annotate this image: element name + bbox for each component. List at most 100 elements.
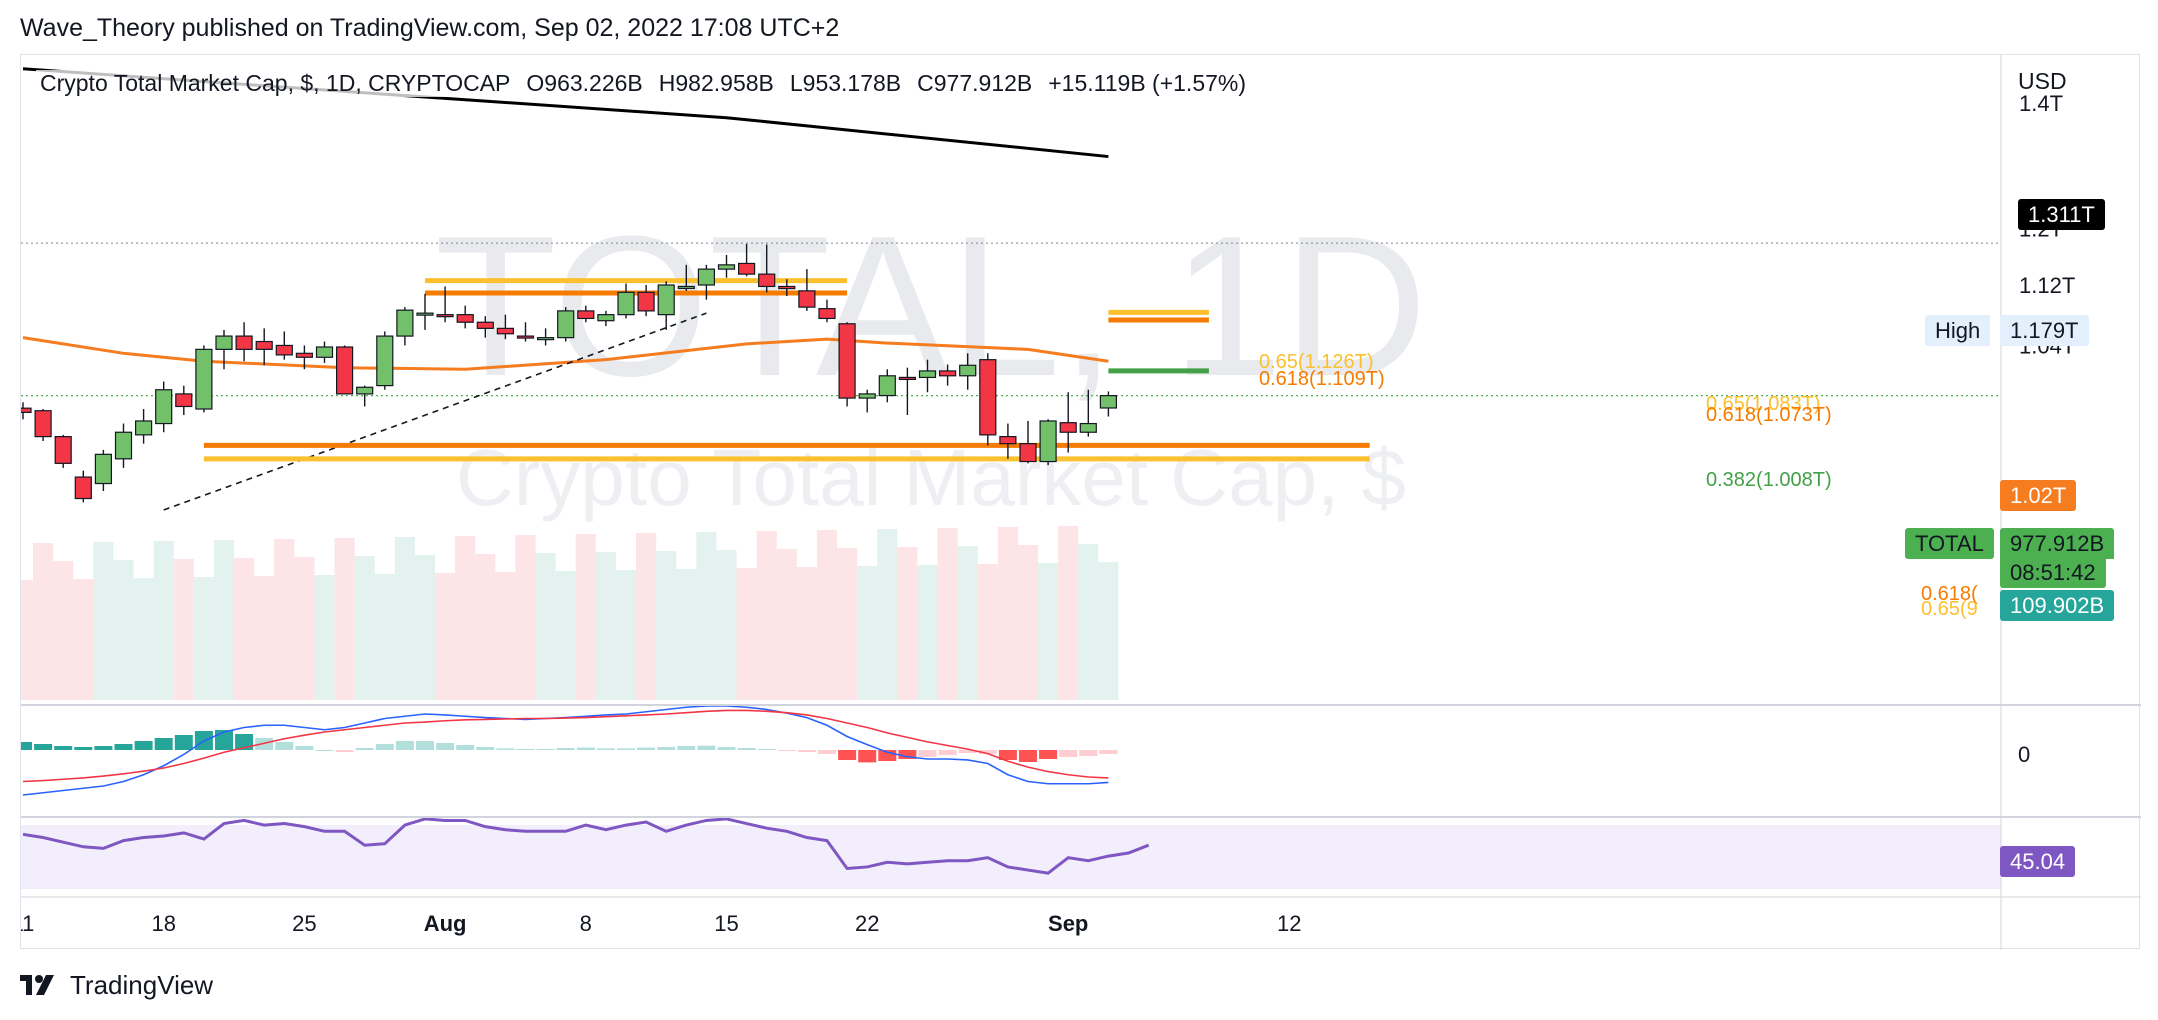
macd-histogram-bar — [737, 748, 756, 750]
candle-body — [94, 453, 113, 485]
macd-histogram-bar — [295, 746, 314, 750]
symbol-legend[interactable]: Crypto Total Market Cap, $, 1D, CRYPTOCA… — [36, 70, 1267, 97]
volume-bar — [414, 555, 436, 700]
macd-histogram-bar — [1039, 750, 1058, 759]
candles[interactable] — [21, 243, 1118, 503]
time-axis-label: 12 — [1277, 911, 1301, 936]
candle-body — [617, 291, 635, 316]
candle-body — [114, 431, 133, 460]
currency-label[interactable]: USD — [2018, 68, 2067, 94]
fib-labels: 0.65(1.126T)0.618(1.109T)0.65(1.083T)0.6… — [1259, 351, 1978, 620]
high-label-tag: High — [1925, 315, 1991, 346]
trendline — [163, 312, 707, 511]
rsi-pane — [21, 817, 2001, 889]
macd-histogram-bar — [1019, 750, 1037, 762]
macd-histogram-bar — [21, 742, 32, 750]
macd-histogram-bar — [958, 750, 977, 753]
volume-bar — [676, 569, 697, 700]
legend-title: Crypto Total Market Cap, $, 1D, CRYPTOCA… — [40, 70, 511, 96]
candle-body — [275, 344, 293, 356]
macd-histogram-bar — [1099, 750, 1118, 754]
volume-bar — [33, 543, 54, 700]
legend-open: O963.226B — [526, 70, 643, 96]
volume-bar — [1078, 544, 1099, 700]
legend-change: +15.119B (+1.57%) — [1048, 70, 1247, 96]
candle-body — [798, 290, 816, 308]
watermark-symbol: TOTAL, 1D — [435, 195, 1428, 418]
macd-histogram-bar — [918, 750, 937, 757]
candle-body — [657, 284, 675, 316]
volume-bar — [917, 565, 938, 700]
volume-bar — [455, 536, 476, 700]
macd-histogram-bar — [516, 749, 535, 750]
macd-histogram-bar — [54, 746, 73, 750]
volume-bar — [716, 550, 737, 700]
macd-histogram-bar — [355, 748, 374, 750]
fib-label: 0.618(1.109T) — [1259, 368, 1385, 390]
volume-bar — [696, 532, 717, 700]
time-axis-label: 15 — [714, 911, 738, 936]
candle-body — [858, 393, 876, 399]
volume-bar — [1017, 545, 1039, 700]
chart-frame[interactable]: TOTAL, 1D Crypto Total Market Cap, $ 1.4… — [20, 54, 2141, 950]
volume-bar — [213, 540, 235, 700]
time-axis-label: 11 — [21, 911, 34, 936]
candle-body — [476, 321, 494, 329]
volume-bar — [314, 575, 335, 700]
volume-bar — [535, 553, 556, 700]
tradingview-footer[interactable]: TradingView — [20, 970, 213, 1000]
macd-histogram-bar — [797, 750, 816, 752]
volume-bar — [153, 541, 174, 700]
candle-body — [1019, 443, 1037, 463]
last-symbol-tag: TOTAL — [1905, 528, 1994, 559]
volume-bar — [495, 572, 516, 700]
volume-bar — [53, 561, 74, 700]
macd-histogram-bar — [998, 750, 1017, 760]
time-axis[interactable]: 11 18 25 Aug 8 15 22 Sep 12 — [21, 911, 1302, 936]
macd-histogram-bar — [114, 744, 133, 750]
volume-bar — [294, 557, 315, 700]
volume-bar — [1098, 562, 1119, 700]
candle-body — [557, 310, 575, 339]
volume-bar — [374, 574, 395, 700]
volume-bar — [877, 529, 898, 700]
candle-body — [416, 312, 434, 316]
macd-zero-label: 0 — [2018, 742, 2031, 767]
macd-histogram-bar — [154, 738, 173, 750]
macd-histogram-bar — [1059, 750, 1078, 757]
chart-canvas[interactable]: TOTAL, 1D Crypto Total Market Cap, $ 1.4… — [21, 55, 2141, 950]
volume-bar — [636, 533, 657, 700]
fib-label: 0.65(1.083T) — [1706, 393, 1821, 415]
macd-signal-line — [22, 709, 1109, 783]
macd-histogram-bar — [134, 741, 153, 750]
macd-histogram-bar — [757, 749, 776, 750]
macd-histogram-bar — [375, 744, 394, 750]
volume-bar — [354, 556, 375, 700]
volume-bar — [73, 579, 94, 700]
volume-bar — [394, 537, 415, 700]
candle-body — [456, 314, 474, 323]
volume-bar — [897, 547, 918, 700]
ma50-price-tag: 1.02T — [2000, 480, 2077, 511]
legend-close: C977.912B — [917, 70, 1033, 96]
candle-body — [516, 335, 535, 339]
candle-body — [838, 323, 856, 399]
time-axis-label: Aug — [424, 911, 467, 936]
candle-body — [34, 410, 52, 438]
volume-bar — [796, 567, 817, 700]
candle-body — [818, 308, 836, 320]
macd-histogram-bar — [496, 748, 515, 750]
macd-histogram-bar — [596, 748, 615, 750]
candle-body — [496, 327, 514, 335]
macd-histogram-bar — [617, 748, 635, 750]
candle-body — [1059, 422, 1077, 433]
macd-histogram-bar — [657, 747, 676, 750]
volume-bar — [435, 573, 456, 700]
volume-bar — [1058, 526, 1079, 700]
volume-bar — [575, 534, 596, 700]
macd-histogram-bar — [556, 748, 575, 750]
volume-bar — [816, 530, 838, 700]
candle-body — [999, 436, 1017, 445]
time-axis-label: 18 — [151, 911, 175, 936]
